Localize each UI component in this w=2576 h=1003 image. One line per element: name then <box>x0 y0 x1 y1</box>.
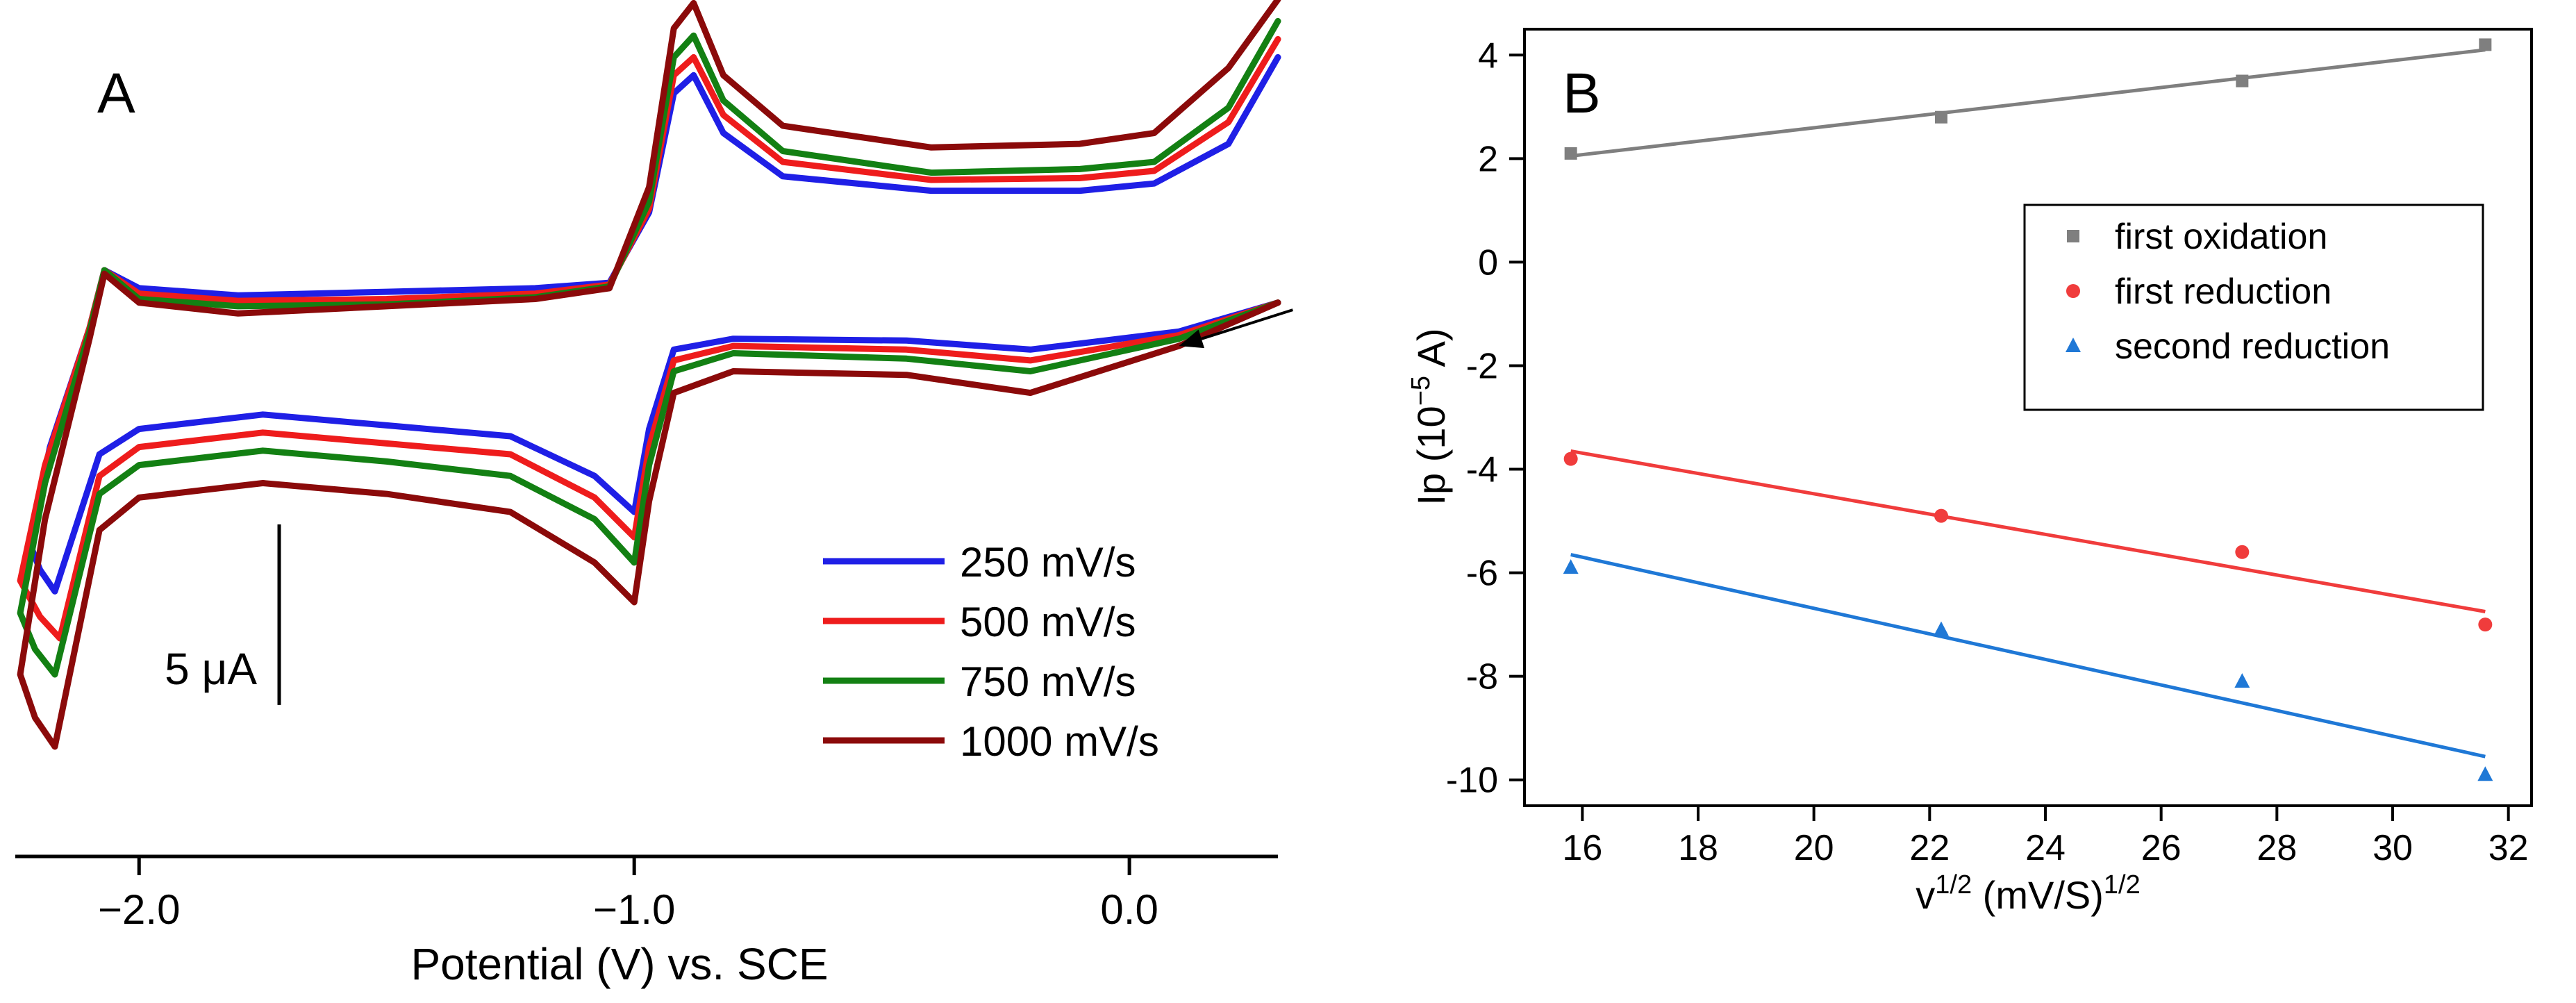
data-point-first-reduction <box>2478 617 2493 632</box>
data-point-first-reduction <box>1563 451 1578 466</box>
data-point-first-oxidation <box>1564 147 1577 160</box>
fit-line-first-reduction <box>1570 449 2486 613</box>
panel-a-x-ticks: −2.0 −1.0 0.0 <box>98 856 1158 933</box>
x-label-rest: (mV/S) <box>1972 873 2104 917</box>
panel-b-fit-lines <box>1570 48 2486 759</box>
panel-b-x-tick-label: 32 <box>2488 828 2529 868</box>
fit-line-second-reduction <box>1570 553 2486 759</box>
panel-b-x-tick-label: 18 <box>1678 828 1718 868</box>
panel-b-x-tick-label: 24 <box>2025 828 2066 868</box>
panel-b-x-tick-label: 16 <box>1562 828 1602 868</box>
panel-b-data-points <box>1563 38 2493 781</box>
panel-b-y-tick-label: 4 <box>1478 35 1498 76</box>
panel-b-x-tick-label: 28 <box>2257 828 2297 868</box>
cv-curve-1000-mv-s <box>17 0 1281 750</box>
panel-a-x-tick-label: −1.0 <box>593 886 675 933</box>
data-point-second-reduction <box>2234 673 2250 688</box>
legend-marker-first-oxidation <box>2067 230 2079 242</box>
legend-label-first-oxidation: first oxidation <box>2115 217 2327 257</box>
legend-label-750-mv-s: 750 mV/s <box>960 658 1136 705</box>
panel-a-cyclic-voltammogram: A −2.0 −1.0 0.0 Potential (V) vs. SCE 5 μA… <box>15 0 1293 989</box>
x-label-base: v <box>1916 873 1935 917</box>
panel-b-y-tick-label: -4 <box>1466 450 1498 490</box>
panel-a-x-tick-label: −2.0 <box>98 886 180 933</box>
cv-curve-500-mv-s <box>17 35 1281 642</box>
panel-b-y-tick-label: -6 <box>1466 554 1498 594</box>
y-label-base: Ip (10 <box>1409 406 1453 505</box>
panel-b-y-axis-label: Ip (10−5 A) <box>1406 329 1453 506</box>
y-label-sup: −5 <box>1406 376 1436 406</box>
panel-b-label: B <box>1563 62 1601 125</box>
panel-a-label: A <box>97 62 135 125</box>
data-point-first-oxidation <box>1935 110 1947 124</box>
panel-b-y-tick-label: -2 <box>1466 346 1498 386</box>
data-point-first-reduction <box>1934 508 1948 523</box>
legend-marker-first-reduction <box>2066 284 2080 298</box>
panel-b-x-tick-label: 30 <box>2373 828 2413 868</box>
legend-label-second-reduction: second reduction <box>2115 326 2390 367</box>
data-point-second-reduction <box>2477 766 2493 781</box>
scale-bar-label: 5 μA <box>165 644 257 694</box>
arrow-annotation <box>1201 308 1293 340</box>
legend-label-first-reduction: first reduction <box>2115 272 2332 312</box>
arrow-annotation-head <box>1179 329 1205 349</box>
data-point-first-oxidation <box>2236 74 2249 88</box>
legend-label-1000-mv-s: 1000 mV/s <box>960 718 1159 765</box>
panel-b-plot-frame <box>1523 28 2533 807</box>
panel-b-x-axis-label: v1/2 (mV/S)1/2 <box>1916 870 2140 917</box>
panel-b-y-tick-label: -10 <box>1446 761 1498 801</box>
panel-a-x-tick-label: 0.0 <box>1100 886 1158 933</box>
legend-label-250-mv-s: 250 mV/s <box>960 539 1136 586</box>
fit-line-first-oxidation <box>1570 48 2486 158</box>
panel-a-series-group <box>17 0 1281 750</box>
panel-b-x-tick-label: 26 <box>2141 828 2182 868</box>
x-label-sup: 1/2 <box>1935 870 1972 900</box>
data-point-first-reduction <box>2235 545 2250 559</box>
y-label-rest: A) <box>1409 329 1453 376</box>
cv-curve-750-mv-s <box>17 17 1281 678</box>
panel-b-legend: first oxidation first reduction second red… <box>2066 217 2390 367</box>
panel-b-y-tick-label: -8 <box>1466 657 1498 697</box>
data-point-first-oxidation <box>2479 38 2492 51</box>
legend-marker-second-reduction <box>2066 338 2081 352</box>
data-point-second-reduction <box>1934 621 1949 636</box>
panel-b-y-tick-label: 2 <box>1478 139 1498 179</box>
panel-b-legend-box <box>2023 204 2484 411</box>
panel-b-x-tick-label: 20 <box>1794 828 1834 868</box>
legend-label-500-mv-s: 500 mV/s <box>960 599 1136 645</box>
x-label-sup2: 1/2 <box>2104 870 2141 900</box>
panel-a-x-axis-label: Potential (V) vs. SCE <box>410 939 828 989</box>
panel-a-legend: 250 mV/s 500 mV/s 750 mV/s 1000 mV/s <box>823 539 1159 765</box>
panel-b-y-tick-label: 0 <box>1478 242 1498 283</box>
panel-b-x-tick-label: 22 <box>1909 828 1950 868</box>
data-point-second-reduction <box>1563 559 1579 574</box>
